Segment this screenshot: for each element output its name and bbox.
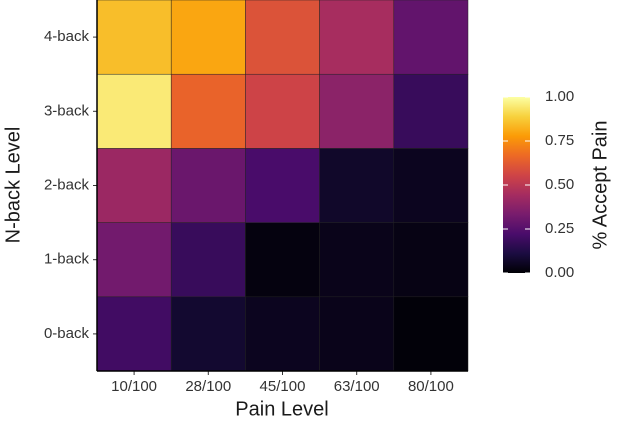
- heatmap-cell: [96, 73, 172, 149]
- x-axis-title: Pain Level: [235, 398, 328, 420]
- x-tick-label: 28/100: [185, 378, 231, 395]
- heatmap-cell: [393, 0, 469, 75]
- colorbar-title: % Accept Pain: [589, 121, 611, 250]
- heatmap-cell: [96, 296, 172, 372]
- heatmap-cell: [170, 222, 246, 298]
- heatmap-cell: [96, 0, 172, 75]
- heatmap-cell: [170, 0, 246, 75]
- y-tick-label: 0-back: [44, 325, 90, 342]
- heatmap-cell: [319, 222, 395, 298]
- heatmap-cell: [393, 148, 469, 223]
- heatmap-cell: [245, 296, 320, 372]
- x-tick-label: 45/100: [260, 378, 306, 395]
- heatmap-cell: [96, 148, 172, 223]
- heatmap-cell: [170, 148, 246, 223]
- x-tick-label: 10/100: [111, 378, 157, 395]
- x-tick-label: 63/100: [334, 378, 380, 395]
- heatmap-cell: [319, 296, 395, 372]
- heatmap-cell: [245, 148, 320, 223]
- heatmap-cell: [170, 73, 246, 149]
- heatmap-cell: [245, 222, 320, 298]
- y-axis-title: N-back Level: [2, 127, 24, 244]
- heatmap-cell: [393, 73, 469, 149]
- y-tick-label: 4-back: [44, 28, 90, 45]
- heatmap-cell: [319, 73, 395, 149]
- y-tick-label: 2-back: [44, 176, 90, 193]
- colorbar-tick-label: 0.00: [545, 264, 574, 281]
- y-tick-label: 1-back: [44, 251, 90, 268]
- heatmap-cell: [245, 73, 320, 149]
- heatmap-cell: [393, 296, 469, 372]
- colorbar-tick-label: 0.25: [545, 220, 574, 237]
- heatmap-cell: [245, 0, 320, 75]
- heatmap-cell: [393, 222, 469, 298]
- colorbar-tick-label: 0.75: [545, 132, 574, 149]
- heatmap-cell: [319, 0, 395, 75]
- x-tick-label: 80/100: [408, 378, 454, 395]
- colorbar-tick-label: 1.00: [545, 88, 574, 105]
- y-tick-label: 3-back: [44, 102, 90, 119]
- heatmap-cell: [319, 148, 395, 223]
- heatmap-cell: [170, 296, 246, 372]
- colorbar-tick-label: 0.50: [545, 176, 574, 193]
- heatmap-cell: [96, 222, 172, 298]
